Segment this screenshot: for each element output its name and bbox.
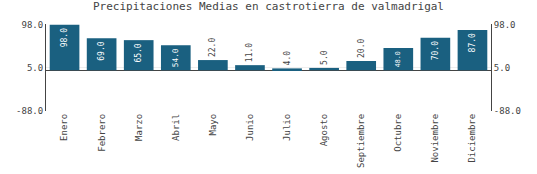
svg-text:Octubre: Octubre <box>393 114 403 152</box>
svg-text:Enero: Enero <box>59 114 69 141</box>
svg-text:Agosto: Agosto <box>319 114 329 147</box>
svg-text:-88.0: -88.0 <box>494 106 521 116</box>
svg-text:Septiembre: Septiembre <box>356 114 366 168</box>
svg-text:22.0: 22.0 <box>208 38 217 57</box>
svg-text:Junio: Junio <box>245 114 255 141</box>
svg-text:4.0: 4.0 <box>283 51 292 66</box>
svg-text:Precipitaciones Medias en cast: Precipitaciones Medias en castrotierra d… <box>93 0 444 13</box>
svg-text:98.0: 98.0 <box>22 20 44 30</box>
svg-text:Febrero: Febrero <box>97 114 107 152</box>
svg-text:Julio: Julio <box>282 114 292 141</box>
svg-text:Abril: Abril <box>171 114 181 141</box>
svg-text:-88.0: -88.0 <box>16 106 43 116</box>
svg-text:69.0: 69.0 <box>97 41 106 60</box>
svg-text:11.0: 11.0 <box>245 43 254 62</box>
svg-text:Diciembre: Diciembre <box>467 114 477 163</box>
svg-text:Marzo: Marzo <box>134 114 144 141</box>
svg-text:5.0: 5.0 <box>494 63 510 73</box>
svg-text:5.0: 5.0 <box>27 63 43 73</box>
svg-text:70.0: 70.0 <box>431 41 440 60</box>
svg-text:98.0: 98.0 <box>60 28 69 47</box>
svg-text:Mayo: Mayo <box>208 114 218 136</box>
svg-text:Noviembre: Noviembre <box>430 114 440 163</box>
svg-text:54.0: 54.0 <box>171 48 180 67</box>
svg-text:20.0: 20.0 <box>357 39 366 58</box>
svg-text:65.0: 65.0 <box>134 43 143 62</box>
svg-text:5.0: 5.0 <box>320 50 329 65</box>
svg-text:87.0: 87.0 <box>468 33 477 52</box>
svg-text:48.0: 48.0 <box>394 51 402 67</box>
svg-text:98.0: 98.0 <box>494 20 516 30</box>
